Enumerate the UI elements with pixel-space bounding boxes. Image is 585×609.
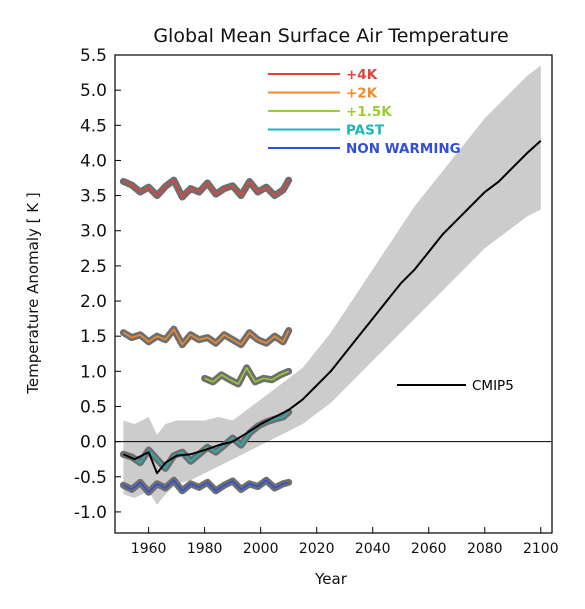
plot-frame xyxy=(114,54,553,534)
chart-title: Global Mean Surface Air Temperature xyxy=(153,25,508,47)
y-tick-label: 0.5 xyxy=(80,397,107,417)
x-tick-label: 1980 xyxy=(187,541,223,557)
legend-label: PAST xyxy=(346,123,385,139)
legend-label: +2K xyxy=(346,86,378,102)
y-tick-label: 2.0 xyxy=(80,292,107,312)
series-line-2k xyxy=(122,328,290,346)
y-tick-label: 3.5 xyxy=(80,187,107,207)
y-tick-label: 1.0 xyxy=(80,362,107,382)
x-tick-label: 2020 xyxy=(299,541,335,557)
legend-label: +4K xyxy=(346,67,378,83)
series-line-1-5k xyxy=(204,367,289,385)
legend: +4K +2K +1.5K PAST NON WARMING xyxy=(268,67,461,157)
legend-label: NON WARMING xyxy=(346,141,461,157)
y-tick-label: 5.0 xyxy=(80,81,107,101)
y-tick-label: 2.5 xyxy=(80,257,107,277)
y-tick-label: 1.5 xyxy=(80,327,107,347)
y-axis-label: Temperature Anomaly [ K ] xyxy=(24,192,42,394)
cmip5-annotation-label: CMIP5 xyxy=(472,378,514,394)
x-tick-label: 2080 xyxy=(467,541,503,557)
y-tick-label: -1.0 xyxy=(74,503,107,523)
series-line-cmip5 xyxy=(123,140,542,475)
y-tick-label: 4.5 xyxy=(80,116,107,136)
series-line-non-warming xyxy=(123,479,289,494)
x-axis-label: Year xyxy=(314,570,348,588)
legend-label: +1.5K xyxy=(346,104,392,120)
y-tick-label: 4.0 xyxy=(80,151,107,171)
series-spread-1-5k xyxy=(201,364,293,388)
x-tick-label: 1960 xyxy=(131,541,167,557)
plot-area xyxy=(115,65,552,505)
x-axis-ticks: 1960 1980 2000 2020 2040 2060 2080 2100 xyxy=(131,527,559,557)
x-tick-label: 2060 xyxy=(411,541,447,557)
y-tick-label: -0.5 xyxy=(74,468,107,488)
cmip5-spread-band xyxy=(123,65,541,505)
y-tick-label: 3.0 xyxy=(80,222,107,242)
y-tick-label: 5.5 xyxy=(80,46,107,66)
series-line-4k xyxy=(123,179,290,198)
cmip5-annotation: CMIP5 xyxy=(397,378,514,394)
x-tick-label: 2040 xyxy=(355,541,391,557)
y-axis-ticks: -1.0 -0.5 0.0 0.5 1.0 1.5 2.0 2.5 3.0 3.5 4.0 4.5 5.… xyxy=(74,46,121,523)
x-tick-label: 2100 xyxy=(523,541,559,557)
x-tick-label: 2000 xyxy=(243,541,279,557)
y-tick-label: 0.0 xyxy=(80,433,107,453)
